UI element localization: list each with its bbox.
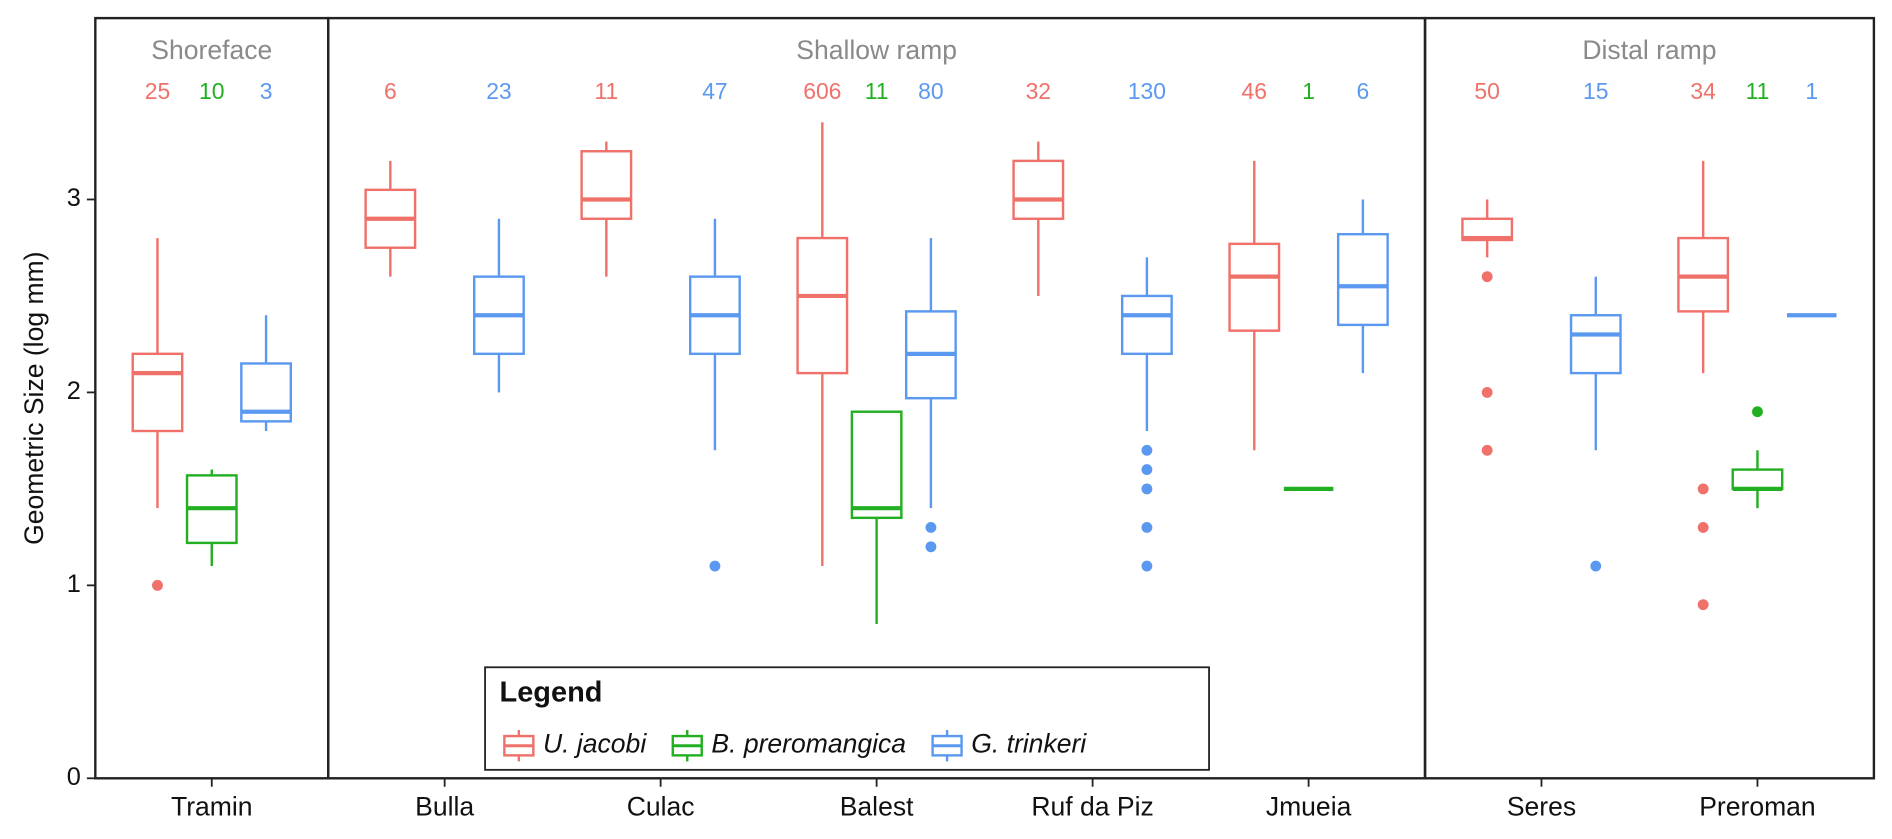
count-label: 1 [1302, 78, 1315, 104]
panel-frame [326, 16, 1427, 780]
count-label: 11 [1746, 78, 1770, 104]
legend-title: Legend [500, 676, 603, 708]
legend-label: U. jacobi [543, 729, 647, 759]
count-label: 25 [145, 78, 170, 104]
y-tick-label: 3 [67, 184, 81, 212]
x-tick-label: Ruf da Piz [1031, 791, 1153, 821]
legend-label: G. trinkeri [971, 729, 1087, 759]
count-label: 15 [1583, 78, 1608, 104]
x-tick-label: Culac [627, 791, 695, 821]
count-label: 6 [384, 78, 397, 104]
count-label: 6 [1357, 78, 1370, 104]
outlier [1141, 464, 1153, 476]
outlier [1141, 483, 1153, 495]
legend-label: B. preromangica [711, 729, 906, 759]
count-label: 3 [260, 78, 273, 104]
outlier [1481, 444, 1493, 456]
box [1731, 468, 1784, 491]
box [1120, 294, 1173, 356]
outlier [1141, 522, 1153, 533]
outlier [1481, 271, 1493, 283]
box [1336, 232, 1389, 327]
panel-frame [1423, 16, 1876, 780]
panel-frame [94, 16, 330, 780]
legend-frame [484, 666, 1210, 771]
outlier [925, 541, 937, 553]
outlier [1590, 560, 1602, 572]
box [1012, 159, 1065, 220]
box [850, 410, 903, 520]
x-tick-label: Preroman [1699, 791, 1816, 821]
count-label: 47 [702, 78, 727, 104]
outlier [1141, 560, 1153, 572]
box [131, 352, 184, 433]
box [796, 236, 849, 375]
panel-title: Shallow ramp [796, 35, 957, 65]
x-tick-label: Tramin [171, 791, 253, 821]
outlier [1141, 444, 1153, 456]
x-tick-label: Seres [1507, 791, 1576, 821]
count-label: 32 [1026, 78, 1051, 104]
outlier [1752, 406, 1763, 418]
outlier [1697, 483, 1709, 495]
x-tick-label: Bulla [415, 791, 474, 821]
y-tick-label: 0 [67, 763, 81, 791]
x-tick-label: Jmueia [1266, 791, 1352, 821]
count-label: 11 [865, 78, 889, 104]
y-tick-label: 2 [67, 377, 81, 405]
count-label: 23 [486, 78, 511, 104]
y-axis-label: Geometric Size (log mm) [19, 252, 49, 545]
count-label: 130 [1128, 78, 1166, 104]
outlier [152, 579, 163, 591]
box [580, 150, 633, 220]
count-label: 606 [803, 78, 841, 104]
count-label: 46 [1242, 78, 1267, 104]
outlier [925, 522, 937, 533]
outlier [1697, 522, 1709, 533]
count-label: 34 [1690, 78, 1716, 104]
outlier [1481, 386, 1493, 398]
outlier [1697, 599, 1709, 611]
count-label: 11 [594, 78, 618, 104]
count-label: 10 [199, 78, 224, 104]
outlier [709, 560, 721, 572]
box [1569, 314, 1622, 375]
count-label: 80 [918, 78, 943, 104]
count-label: 50 [1474, 78, 1499, 104]
box [1228, 242, 1281, 332]
x-tick-label: Balest [840, 791, 914, 821]
panel-title: Shoreface [151, 35, 272, 65]
y-tick-label: 1 [67, 570, 81, 598]
count-label: 1 [1805, 78, 1818, 104]
panel-title: Distal ramp [1582, 35, 1716, 65]
